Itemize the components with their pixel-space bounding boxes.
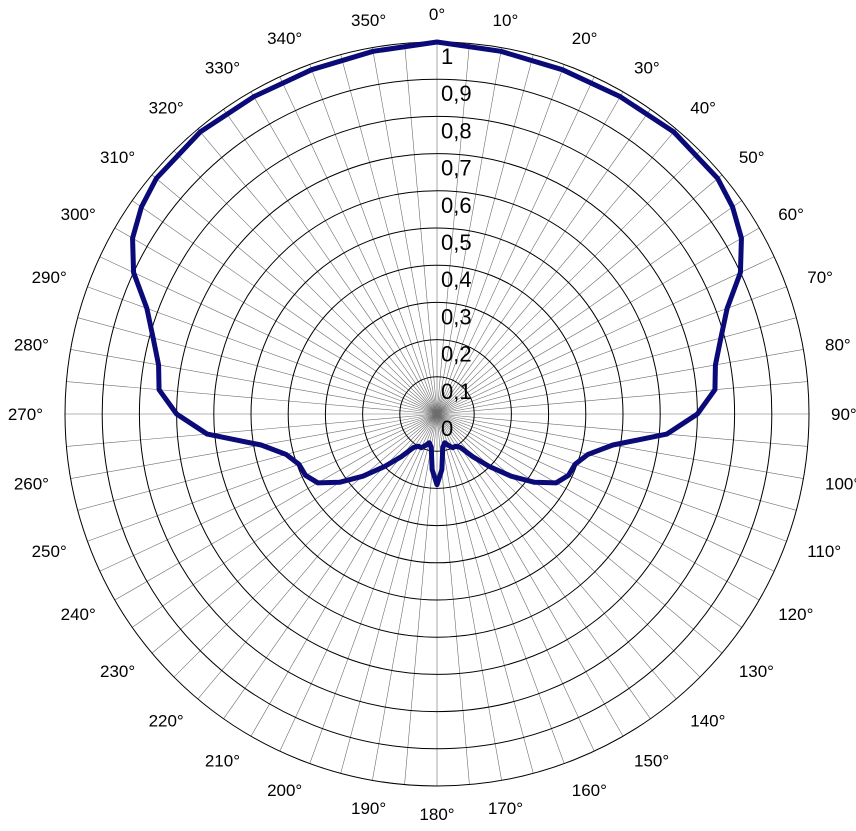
angle-tick-label: 230° [100, 662, 135, 681]
angle-tick-label: 350° [351, 11, 386, 30]
angle-tick-label: 110° [807, 542, 841, 561]
radial-grid [64, 41, 810, 787]
radial-tick-label: 0,2 [441, 342, 472, 367]
angle-tick-label: 20° [572, 29, 598, 48]
angle-tick-label: 130° [739, 662, 774, 681]
ring-0_4 [287, 264, 587, 564]
angle-tick-label: 270° [8, 405, 43, 424]
angle-tick-label: 100° [825, 474, 856, 493]
angle-tick-label: 70° [807, 268, 833, 287]
ring-0_6 [213, 190, 661, 638]
angle-tick-label: 330° [205, 59, 240, 78]
angle-tick-label: 210° [205, 751, 240, 770]
angle-tick-label: 140° [690, 711, 725, 730]
angle-tick-label: 150° [634, 751, 669, 770]
ring-0_9 [101, 78, 773, 750]
radial-tick-label: 0,5 [441, 230, 472, 255]
angle-tick-label: 290° [32, 268, 67, 287]
angle-tick-label: 30° [634, 59, 660, 78]
radial-tick-labels: 0 0,1 0,2 0,3 0,4 0,5 0,6 0,7 0,8 0,9 1 [441, 44, 472, 441]
radial-tick-label: 0,7 [441, 156, 472, 181]
radial-tick-label: 0,8 [441, 118, 472, 143]
angle-tick-label: 250° [32, 542, 67, 561]
ring-0_1 [399, 376, 475, 452]
series-line-0 [130, 39, 744, 488]
angle-tick-label: 340° [267, 29, 302, 48]
angle-tick-label: 50° [739, 148, 765, 167]
radial-tick-label: 0,9 [441, 81, 472, 106]
radial-tick-label: 0 [441, 416, 453, 441]
angle-tick-label: 280° [14, 336, 49, 355]
ring-0_3 [324, 301, 550, 527]
angle-tick-label: 190° [351, 799, 386, 818]
angle-tick-label: 240° [61, 605, 96, 624]
angle-tick-label: 160° [572, 781, 607, 800]
radial-tick-label: 1 [441, 44, 453, 69]
angle-tick-label: 0° [429, 5, 445, 24]
angle-tick-labels: 0°10°20°30°40°50°60°70°80°90°100°110°120… [8, 5, 856, 824]
series-layer [130, 39, 744, 488]
angle-tick-label: 300° [61, 205, 96, 224]
ring-0_8 [138, 115, 736, 713]
angle-tick-label: 120° [778, 605, 813, 624]
angle-tick-label: 320° [149, 99, 184, 118]
ring-0_2 [362, 339, 512, 489]
radial-tick-label: 0,6 [441, 193, 472, 218]
angle-tick-label: 200° [267, 781, 302, 800]
angle-tick-label: 40° [690, 99, 716, 118]
angle-tick-label: 80° [825, 336, 851, 355]
ring-0_5 [250, 227, 624, 601]
angle-tick-label: 10° [493, 11, 519, 30]
angle-tick-label: 310° [100, 148, 135, 167]
angle-tick-label: 260° [14, 474, 49, 493]
angle-tick-label: 220° [149, 711, 184, 730]
angle-tick-label: 170° [488, 799, 523, 818]
radial-tick-label: 0,3 [441, 304, 472, 329]
radial-tick-label: 0,4 [441, 267, 472, 292]
angle-tick-label: 90° [831, 405, 856, 424]
angle-tick-label: 180° [419, 805, 454, 824]
radial-tick-label: 0,1 [441, 379, 472, 404]
angle-tick-label: 60° [778, 205, 804, 224]
